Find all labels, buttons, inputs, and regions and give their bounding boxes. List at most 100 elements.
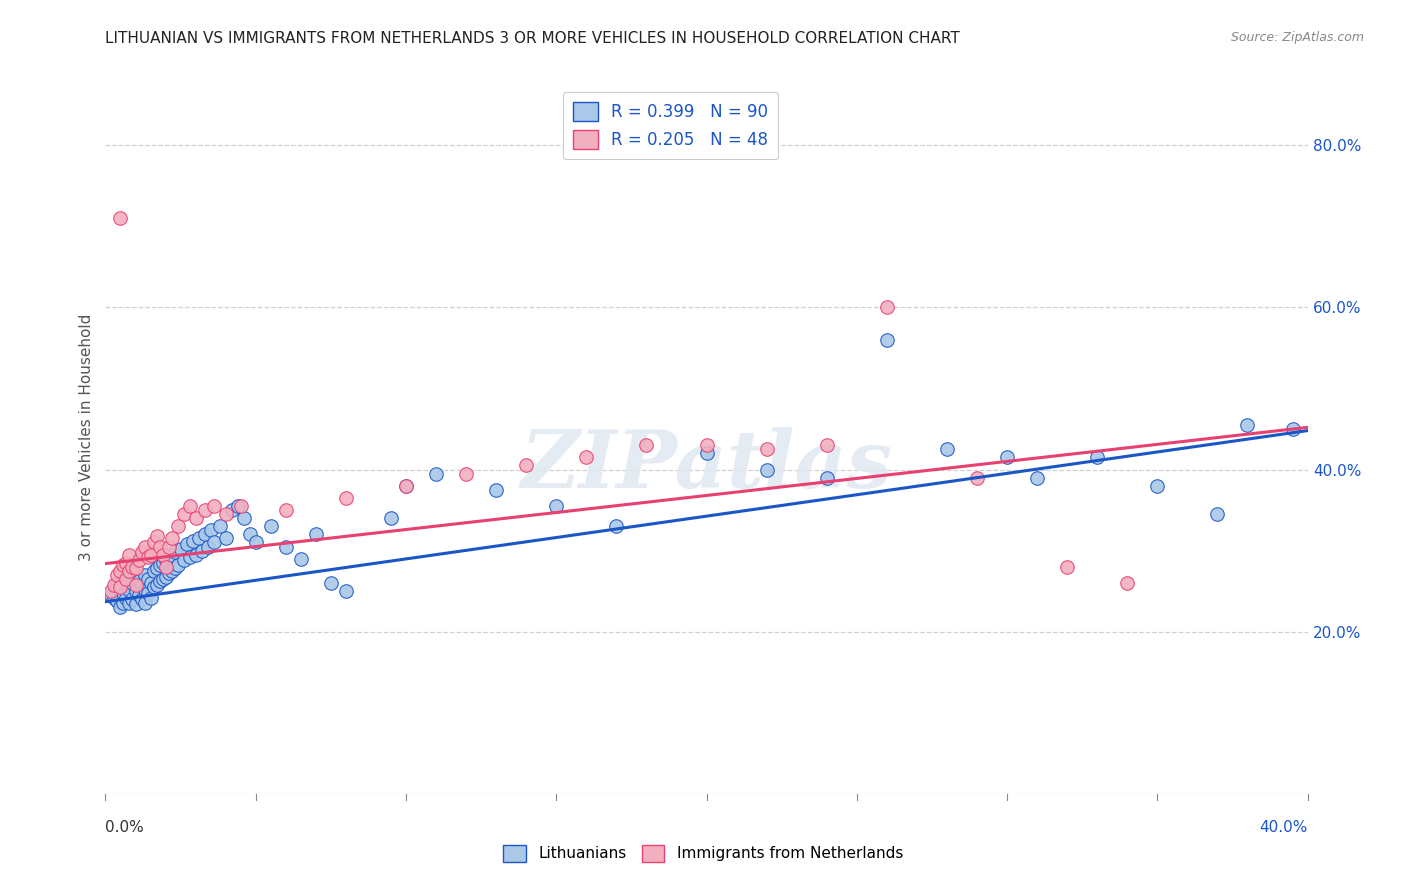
Point bbox=[115, 591, 138, 605]
Legend: Lithuanians, Immigrants from Netherlands: Lithuanians, Immigrants from Netherlands bbox=[496, 838, 910, 868]
Point bbox=[1026, 470, 1049, 484]
Point bbox=[131, 577, 153, 591]
Point bbox=[173, 507, 195, 521]
Point bbox=[184, 511, 207, 525]
Point bbox=[103, 577, 125, 591]
Point bbox=[131, 545, 153, 559]
Point bbox=[112, 596, 135, 610]
Point bbox=[176, 537, 198, 551]
Point bbox=[194, 503, 217, 517]
Point bbox=[128, 588, 150, 602]
Point bbox=[815, 470, 838, 484]
Point bbox=[118, 569, 141, 583]
Point bbox=[274, 540, 297, 554]
Text: Source: ZipAtlas.com: Source: ZipAtlas.com bbox=[1230, 31, 1364, 45]
Point bbox=[395, 479, 418, 493]
Point bbox=[107, 594, 129, 608]
Point bbox=[115, 556, 138, 570]
Point bbox=[110, 211, 132, 226]
Y-axis label: 3 or more Vehicles in Household: 3 or more Vehicles in Household bbox=[79, 313, 94, 561]
Point bbox=[1206, 507, 1229, 521]
Point bbox=[208, 519, 231, 533]
Point bbox=[128, 574, 150, 588]
Point bbox=[124, 584, 146, 599]
Point bbox=[190, 543, 212, 558]
Point bbox=[1146, 479, 1168, 493]
Point bbox=[112, 558, 135, 573]
Point bbox=[145, 561, 167, 575]
Text: 0.0%: 0.0% bbox=[105, 821, 145, 835]
Point bbox=[1085, 450, 1108, 465]
Point bbox=[136, 586, 159, 600]
Point bbox=[112, 586, 135, 600]
Point bbox=[166, 558, 188, 573]
Point bbox=[148, 558, 170, 573]
Point bbox=[136, 550, 159, 565]
Point bbox=[121, 576, 143, 591]
Point bbox=[226, 499, 249, 513]
Point bbox=[121, 592, 143, 607]
Point bbox=[121, 559, 143, 574]
Point bbox=[124, 569, 146, 583]
Point bbox=[319, 576, 342, 591]
Point bbox=[115, 572, 138, 586]
Point bbox=[515, 458, 537, 473]
Point bbox=[134, 596, 156, 610]
Point bbox=[239, 527, 262, 541]
Point bbox=[112, 574, 135, 589]
Point bbox=[118, 564, 141, 578]
Point bbox=[876, 301, 898, 315]
Point bbox=[160, 548, 183, 562]
Point bbox=[142, 564, 165, 578]
Point bbox=[166, 519, 188, 533]
Point bbox=[245, 535, 267, 549]
Point bbox=[163, 545, 186, 559]
Point bbox=[128, 553, 150, 567]
Point bbox=[134, 582, 156, 597]
Point bbox=[202, 535, 225, 549]
Point bbox=[145, 577, 167, 591]
Point bbox=[107, 576, 129, 591]
Point bbox=[139, 576, 162, 591]
Point bbox=[575, 450, 598, 465]
Point bbox=[936, 442, 959, 457]
Text: LITHUANIAN VS IMMIGRANTS FROM NETHERLANDS 3 OR MORE VEHICLES IN HOUSEHOLD CORREL: LITHUANIAN VS IMMIGRANTS FROM NETHERLAND… bbox=[105, 31, 960, 46]
Point bbox=[152, 556, 174, 570]
Point bbox=[187, 532, 209, 546]
Point bbox=[815, 438, 838, 452]
Point bbox=[103, 591, 125, 605]
Point bbox=[115, 577, 138, 591]
Point bbox=[214, 532, 236, 546]
Point bbox=[221, 503, 243, 517]
Point bbox=[200, 524, 222, 538]
Point bbox=[100, 588, 122, 602]
Point bbox=[605, 519, 627, 533]
Point bbox=[335, 491, 357, 505]
Point bbox=[260, 519, 283, 533]
Point bbox=[181, 533, 204, 548]
Point bbox=[197, 540, 219, 554]
Point bbox=[118, 548, 141, 562]
Legend: R = 0.399   N = 90, R = 0.205   N = 48: R = 0.399 N = 90, R = 0.205 N = 48 bbox=[562, 92, 778, 159]
Point bbox=[157, 550, 180, 565]
Point bbox=[163, 561, 186, 575]
Point bbox=[110, 564, 132, 578]
Text: 40.0%: 40.0% bbox=[1260, 821, 1308, 835]
Point bbox=[184, 548, 207, 562]
Point bbox=[335, 584, 357, 599]
Point bbox=[1236, 417, 1258, 432]
Point bbox=[142, 580, 165, 594]
Point bbox=[139, 591, 162, 605]
Point bbox=[160, 564, 183, 578]
Point bbox=[124, 561, 146, 575]
Point bbox=[142, 535, 165, 549]
Point bbox=[194, 527, 217, 541]
Point bbox=[755, 442, 778, 457]
Point bbox=[274, 503, 297, 517]
Point bbox=[876, 333, 898, 347]
Point bbox=[160, 532, 183, 546]
Point bbox=[696, 438, 718, 452]
Point bbox=[118, 582, 141, 597]
Point bbox=[546, 499, 568, 513]
Point bbox=[110, 580, 132, 594]
